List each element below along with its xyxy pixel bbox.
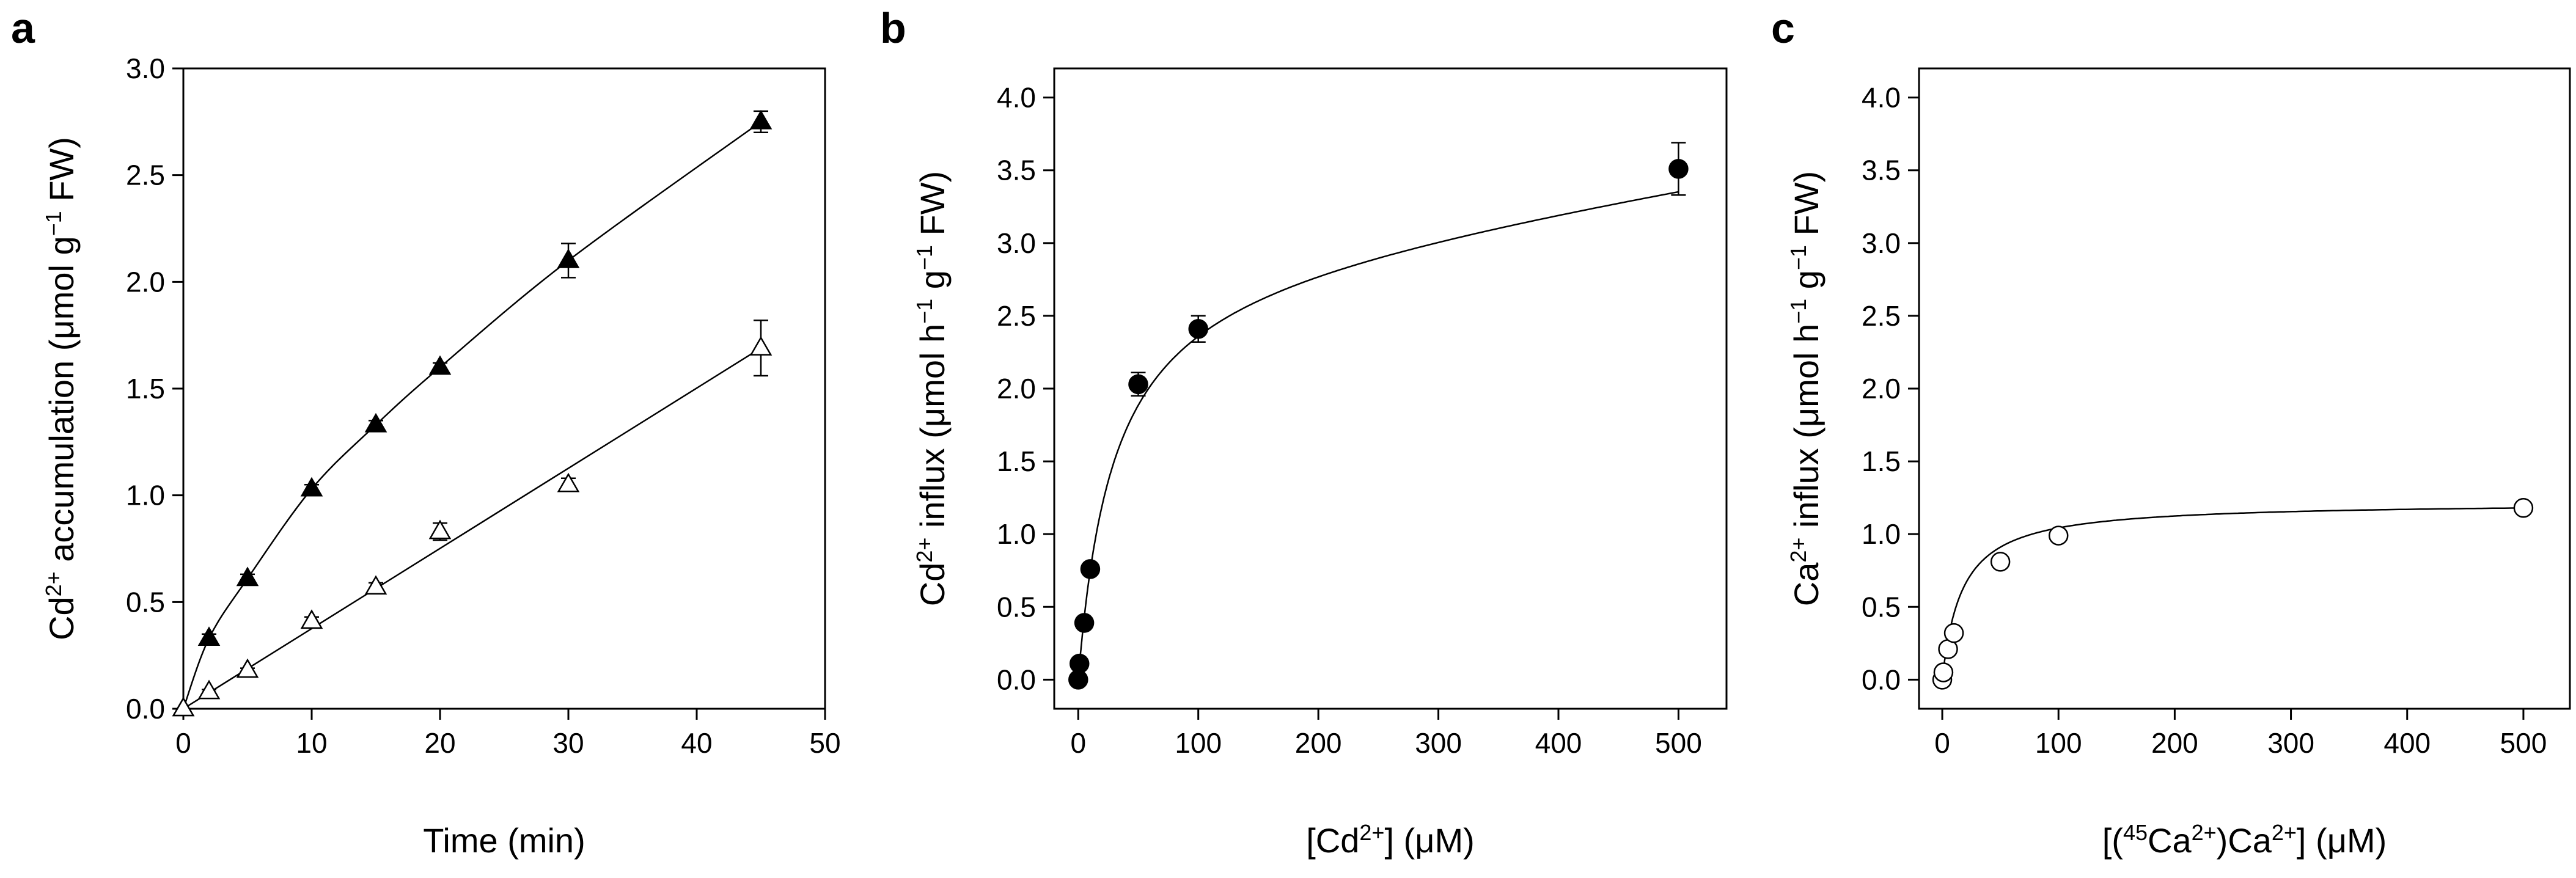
data-point [1070,653,1090,674]
data-point [236,566,259,587]
x-axis-title: [(45Ca2+)Ca2+] (μM) [2102,820,2387,860]
x-tick-label: 300 [2267,727,2314,759]
data-point [364,575,387,595]
data-point [749,109,772,130]
x-tick-label: 30 [552,727,584,759]
data-point [2048,525,2069,546]
y-tick-label: 4.0 [1862,82,1901,114]
data-point [2513,498,2534,518]
y-tick-label: 0.0 [126,693,165,725]
y-tick-label: 1.5 [1862,445,1901,477]
data-point [1943,623,1964,643]
x-tick-label: 400 [1535,727,1582,759]
panel-b: b 0 100 200 300 400 500 0.0 0.5 1.0 1.5 2.0 2.5 3.0 3.… [880,4,1728,860]
y-tick-label: 3.0 [1862,227,1901,259]
plot-frame [1053,67,1728,710]
x-tick-label: 100 [1175,727,1222,759]
data-point [1080,559,1101,579]
y-tick-label: 2.0 [126,266,165,298]
y-axis-title: Cd2+ influx (μmol h−1 g−1 FW) [912,171,952,606]
y-tick-label: 0.5 [997,591,1036,623]
y-tick-label: 0.0 [997,664,1036,695]
x-tick-label: 400 [2383,727,2431,759]
x-tick-label: 500 [2500,727,2547,759]
y-tick-label: 2.5 [126,159,165,191]
data-point [172,697,195,717]
plot-frame [182,67,826,710]
x-tick-label: 500 [1655,727,1702,759]
y-tick-label: 3.5 [1862,155,1901,186]
x-tick-label: 20 [424,727,455,759]
x-tick-label: 100 [2035,727,2082,759]
y-tick-label: 0.0 [1862,664,1901,695]
y-axis-title: Cd2+ accumulation (μmol g−1 FW) [41,137,81,640]
x-tick-label: 0 [1934,727,1950,759]
x-tick-label: 0 [1070,727,1086,759]
data-point [557,472,580,492]
x-tick-label: 0 [175,727,191,759]
data-point [364,412,387,433]
fit-line [182,121,761,709]
data-point [300,609,323,629]
y-tick-label: 1.0 [126,480,165,511]
data-point [300,477,323,497]
panel-a: a 0 10 20 30 40 50 0.0 0.5 1.0 1.5 2.0 2.5 3.0 Time (m… [11,4,841,860]
panel-letter-a: a [11,4,35,52]
data-point [1188,319,1208,339]
fit-line [183,347,761,710]
panel-letter-c: c [1771,4,1795,52]
x-tick-label: 40 [681,727,712,759]
data-point [428,519,452,540]
data-point [1074,613,1095,633]
panel-c: c 0 100 200 300 400 500 0.0 0.5 1.0 1.5 2.0 2.5 3.0 3.… [1771,4,2571,860]
data-point [1668,159,1689,179]
data-point [197,626,221,646]
y-tick-label: 3.5 [997,155,1036,186]
data-point [749,336,772,356]
data-point [428,355,452,375]
data-point [1933,662,1954,682]
data-point [1128,374,1148,395]
x-tick-label: 10 [296,727,327,759]
y-tick-label: 0.5 [1862,591,1901,623]
fit-line [1941,507,2523,680]
x-tick-label: 200 [2151,727,2198,759]
panel-letter-b: b [880,4,906,52]
x-axis-title: Time (min) [423,821,585,860]
plot-frame [1918,67,2571,710]
y-tick-label: 1.0 [1862,518,1901,550]
y-tick-label: 0.5 [126,586,165,618]
y-tick-label: 1.5 [997,445,1036,477]
x-axis-title: [Cd2+] (μM) [1306,820,1475,860]
y-tick-label: 1.5 [126,373,165,404]
data-point [236,658,259,678]
x-tick-label: 300 [1415,727,1462,759]
y-tick-label: 2.5 [997,300,1036,332]
fit-line [1077,191,1679,680]
y-tick-label: 1.0 [997,518,1036,550]
y-tick-label: 3.0 [997,227,1036,259]
x-tick-label: 200 [1295,727,1342,759]
y-tick-label: 3.0 [126,53,165,84]
y-tick-label: 2.5 [1862,300,1901,332]
y-tick-label: 2.0 [997,373,1036,404]
y-tick-label: 2.0 [1862,373,1901,404]
data-point [1990,552,2011,572]
x-tick-label: 50 [809,727,840,759]
y-axis-title: Ca2+ influx (μmol h−1 g−1 FW) [1786,171,1826,606]
data-point [197,679,221,700]
y-tick-label: 4.0 [997,82,1036,114]
data-point [557,248,580,268]
